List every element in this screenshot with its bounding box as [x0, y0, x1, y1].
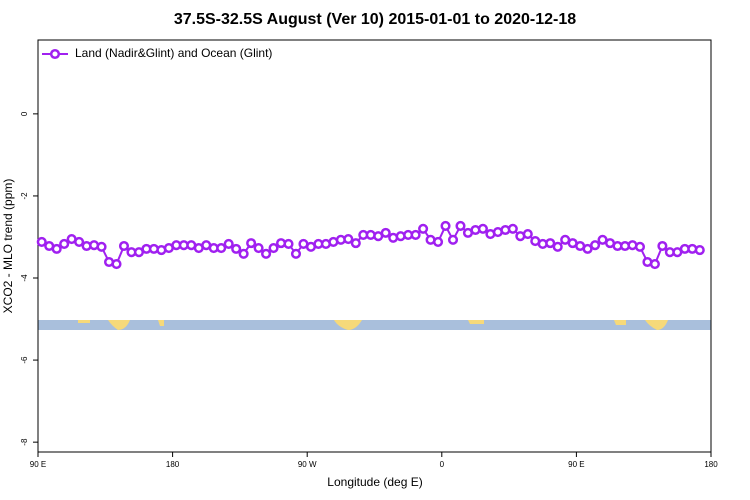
data-point [118, 240, 130, 252]
x-tick-label: 90 E [30, 460, 46, 469]
data-point [231, 243, 242, 254]
data-point [283, 238, 294, 249]
data-point [290, 248, 302, 259]
data-point [111, 259, 122, 270]
legend-marker [49, 48, 61, 60]
data-point [223, 238, 234, 249]
data-point [447, 234, 459, 245]
x-tick-label: 180 [166, 460, 180, 469]
data-point [440, 220, 451, 231]
data-point [634, 241, 646, 252]
data-point [36, 236, 47, 247]
data-point [261, 248, 272, 259]
data-point [545, 238, 556, 249]
data-point [552, 241, 563, 252]
map-strip [38, 320, 711, 330]
chart-title: 37.5S-32.5S August (Ver 10) 2015-01-01 t… [174, 11, 576, 28]
x-tick-label: 90 W [298, 460, 317, 469]
data-point [455, 220, 466, 231]
data-point [649, 259, 660, 270]
y-tick-label: -2 [20, 192, 29, 200]
legend-label: Land (Nadir&Glint) and Ocean (Glint) [75, 46, 272, 60]
data-point [590, 240, 601, 251]
data-point [410, 229, 421, 240]
data-point [657, 240, 668, 252]
x-axis-label: Longitude (deg E) [327, 475, 422, 489]
y-tick-label: -4 [20, 274, 29, 282]
data-point [96, 241, 107, 252]
plot-frame [37, 39, 712, 453]
data-point [343, 233, 354, 245]
data-point [51, 243, 62, 254]
y-axis-label: XCO2 - MLO trend (ppm) [1, 179, 15, 314]
data-point [238, 248, 249, 259]
x-tick-label: 90 E [568, 460, 584, 469]
data-point [522, 229, 533, 240]
data-point [253, 243, 264, 254]
data-point [216, 243, 227, 254]
data-point [59, 238, 70, 249]
data-point [268, 243, 279, 254]
y-tick-label: 0 [20, 111, 29, 116]
y-tick-label: -8 [20, 438, 29, 446]
data-point [246, 238, 257, 249]
data-point [433, 236, 444, 247]
data-point [507, 223, 518, 234]
data-point [380, 227, 391, 238]
data-point [74, 236, 85, 247]
data-point [350, 238, 361, 249]
data-point [582, 243, 593, 254]
data-point [418, 223, 429, 234]
data-point [694, 245, 705, 256]
x-tick-label: 180 [704, 460, 718, 469]
data-point [477, 223, 488, 234]
y-tick-label: -6 [20, 356, 29, 364]
x-tick-label: 0 [440, 460, 445, 469]
